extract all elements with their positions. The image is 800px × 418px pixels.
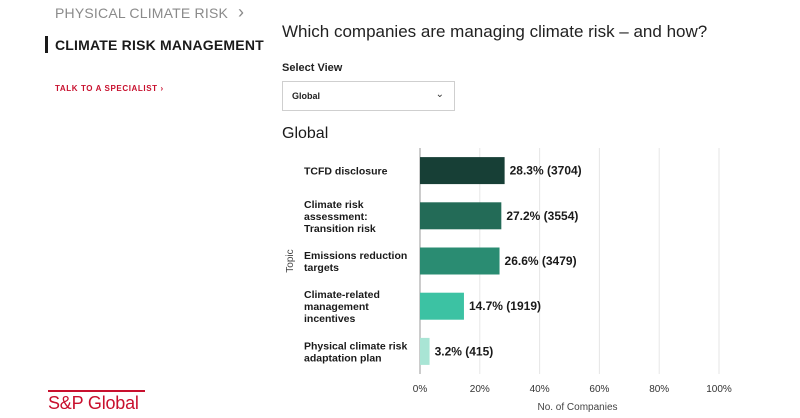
section-title: Global — [282, 125, 329, 142]
data-label: 28.3% (3704) — [510, 164, 582, 178]
chevron-down-icon: ⌄ — [435, 89, 444, 100]
bar — [420, 337, 430, 365]
category-label: Climate-related management incentives — [304, 289, 380, 325]
view-select-value: Global — [292, 91, 321, 101]
active-indicator — [45, 36, 48, 53]
logo-rule — [48, 390, 145, 392]
data-label: 26.6% (3479) — [505, 254, 577, 268]
bar — [420, 247, 500, 275]
x-tick-label: 60% — [589, 384, 609, 395]
data-label: 14.7% (1919) — [469, 299, 541, 313]
sp-global-logo[interactable]: S&P Global — [48, 393, 139, 413]
x-tick-label: 40% — [530, 384, 550, 395]
sidebar-item-climate-risk-management[interactable]: CLIMATE RISK MANAGEMENT — [55, 37, 264, 53]
category-label: TCFD disclosure — [304, 166, 388, 178]
page-title: Which companies are managing climate ris… — [282, 22, 708, 41]
chevron-right-icon[interactable]: › — [238, 2, 244, 22]
category-label: Climate risk assessment: Transition risk — [304, 199, 376, 235]
x-tick-label: 20% — [470, 384, 490, 395]
bar — [420, 202, 502, 230]
category-label: Physical climate risk adaptation plan — [304, 340, 407, 364]
bar — [420, 292, 464, 320]
x-tick-label: 80% — [649, 384, 669, 395]
talk-to-specialist-link[interactable]: TALK TO A SPECIALIST › — [55, 84, 164, 93]
y-axis-title: Topic — [285, 249, 296, 272]
data-label: 3.2% (415) — [435, 344, 494, 358]
view-select[interactable]: Global ⌄ — [282, 81, 455, 111]
x-axis-title: No. of Companies — [537, 402, 617, 413]
select-view-label: Select View — [282, 62, 343, 74]
data-label: 27.2% (3554) — [506, 209, 578, 223]
category-label: Emissions reduction targets — [304, 250, 407, 274]
x-tick-label: 0% — [413, 384, 428, 395]
bar — [420, 157, 505, 185]
sidebar-item-physical-climate-risk[interactable]: PHYSICAL CLIMATE RISK — [55, 5, 229, 21]
x-tick-label: 100% — [706, 384, 732, 395]
